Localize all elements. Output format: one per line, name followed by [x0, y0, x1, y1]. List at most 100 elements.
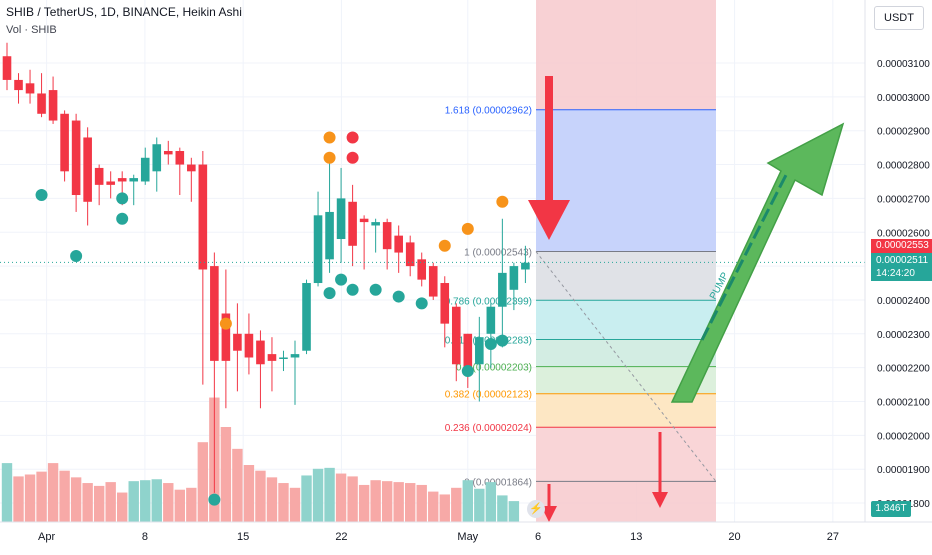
arrow-shaft	[658, 432, 662, 492]
candle-body	[486, 306, 496, 334]
volume-bar	[70, 477, 82, 522]
volume-bar	[105, 482, 116, 522]
signal-marker	[323, 151, 336, 164]
candle-body	[140, 157, 150, 182]
candle-body	[129, 178, 139, 182]
volume-bar	[347, 476, 358, 522]
signal-marker	[208, 493, 221, 506]
candle-body	[187, 164, 196, 172]
candle-body	[221, 313, 231, 361]
signal-marker	[323, 131, 336, 144]
x-tick-label: 22	[335, 531, 347, 543]
volume-bar	[381, 481, 393, 522]
volume-bar	[416, 484, 427, 522]
volume-bar	[24, 474, 36, 522]
chart-title: SHIB / TetherUS, 1D, BINANCE, Heikin Ash…	[6, 5, 242, 19]
candle-body	[405, 242, 415, 267]
volume-bar	[255, 470, 266, 522]
x-tick-label: 27	[827, 531, 839, 543]
volume-bar	[278, 483, 289, 522]
volume-bar	[508, 501, 520, 522]
lightning-icon[interactable]: ⚡	[527, 500, 545, 518]
candle-body	[233, 333, 242, 351]
y-tick-label: 0.00001900	[877, 465, 930, 476]
arrow-shaft	[547, 484, 551, 506]
volume-bar	[117, 492, 128, 522]
volume-bar	[140, 480, 151, 522]
volume-bar	[47, 463, 59, 522]
candle-body	[475, 337, 484, 365]
volume-bar	[243, 465, 255, 522]
candle-body	[440, 283, 450, 324]
candle-body	[428, 266, 438, 297]
candle-body	[117, 178, 127, 182]
volume-bar	[289, 487, 301, 522]
y-tick-label: 0.00002300	[877, 330, 930, 341]
volume-bar	[439, 494, 450, 522]
volume-bar	[13, 476, 24, 522]
candle-body	[498, 272, 507, 307]
y-tick-label: 0.00002600	[877, 228, 930, 239]
volume-bar	[1, 463, 13, 522]
volume-bar	[497, 495, 508, 522]
red-down-arrow	[541, 484, 557, 522]
x-tick-label: 8	[142, 531, 148, 543]
volume-bar	[474, 488, 485, 522]
volume-bar	[93, 485, 105, 522]
volume-bar	[82, 483, 93, 522]
x-tick-label: Apr	[38, 531, 55, 543]
signal-marker	[346, 131, 359, 144]
fib-zone	[536, 300, 716, 340]
volume-bar	[370, 480, 381, 522]
fib-level-label: 0.5 (0.00002203)	[456, 363, 532, 374]
candle-body	[152, 144, 162, 172]
arrow-head	[541, 506, 557, 522]
signal-marker	[496, 334, 509, 347]
last-price: 0.00002511	[876, 255, 929, 266]
arrow-dash	[700, 174, 788, 341]
signal-marker	[116, 192, 129, 205]
last-price-box: 0.00002511 14:24:20	[871, 253, 932, 281]
y-tick-label: 0.00002400	[877, 296, 930, 307]
volume-bar	[36, 471, 47, 522]
fib-level-label: 1.618 (0.00002962)	[445, 106, 532, 117]
signal-marker	[346, 283, 359, 296]
candle-body	[463, 333, 473, 375]
red-down-arrow	[652, 432, 668, 508]
candle-body	[509, 266, 519, 290]
currency-button[interactable]: USDT	[874, 6, 924, 30]
y-tick-label: 0.00002700	[877, 194, 930, 205]
candle-body	[14, 79, 23, 91]
x-tick-label: 15	[237, 531, 249, 543]
candle-body	[37, 93, 46, 114]
volume-bar	[128, 481, 139, 522]
signal-marker	[369, 283, 382, 296]
volume-bar	[405, 483, 416, 522]
candle-body	[2, 56, 12, 80]
candle-body	[244, 333, 254, 358]
signal-marker	[70, 249, 83, 262]
candle-body	[348, 201, 357, 246]
volume-bar	[163, 483, 174, 522]
countdown: 14:24:20	[876, 268, 915, 279]
candle-body	[198, 164, 208, 270]
x-tick-label: 6	[535, 531, 541, 543]
candle-body	[325, 211, 334, 260]
fib-level-label: 0.382 (0.00002123)	[445, 390, 532, 401]
candle-body	[48, 90, 58, 121]
y-tick-label: 0.00002900	[877, 127, 930, 138]
volume-bar	[174, 489, 185, 522]
volume-bar	[301, 475, 312, 522]
candle-body	[210, 266, 219, 361]
candle-body	[94, 167, 104, 185]
candle-body	[71, 120, 81, 196]
volume-bar	[197, 442, 209, 522]
current-price-box: 0.00002553	[871, 239, 932, 253]
volume-bar	[151, 479, 162, 522]
volume-bar	[220, 427, 232, 522]
volume-bar	[59, 470, 70, 522]
signal-marker	[219, 317, 232, 330]
y-tick-label: 0.00003000	[877, 93, 930, 104]
signal-marker	[415, 297, 428, 310]
signal-marker	[116, 212, 129, 225]
